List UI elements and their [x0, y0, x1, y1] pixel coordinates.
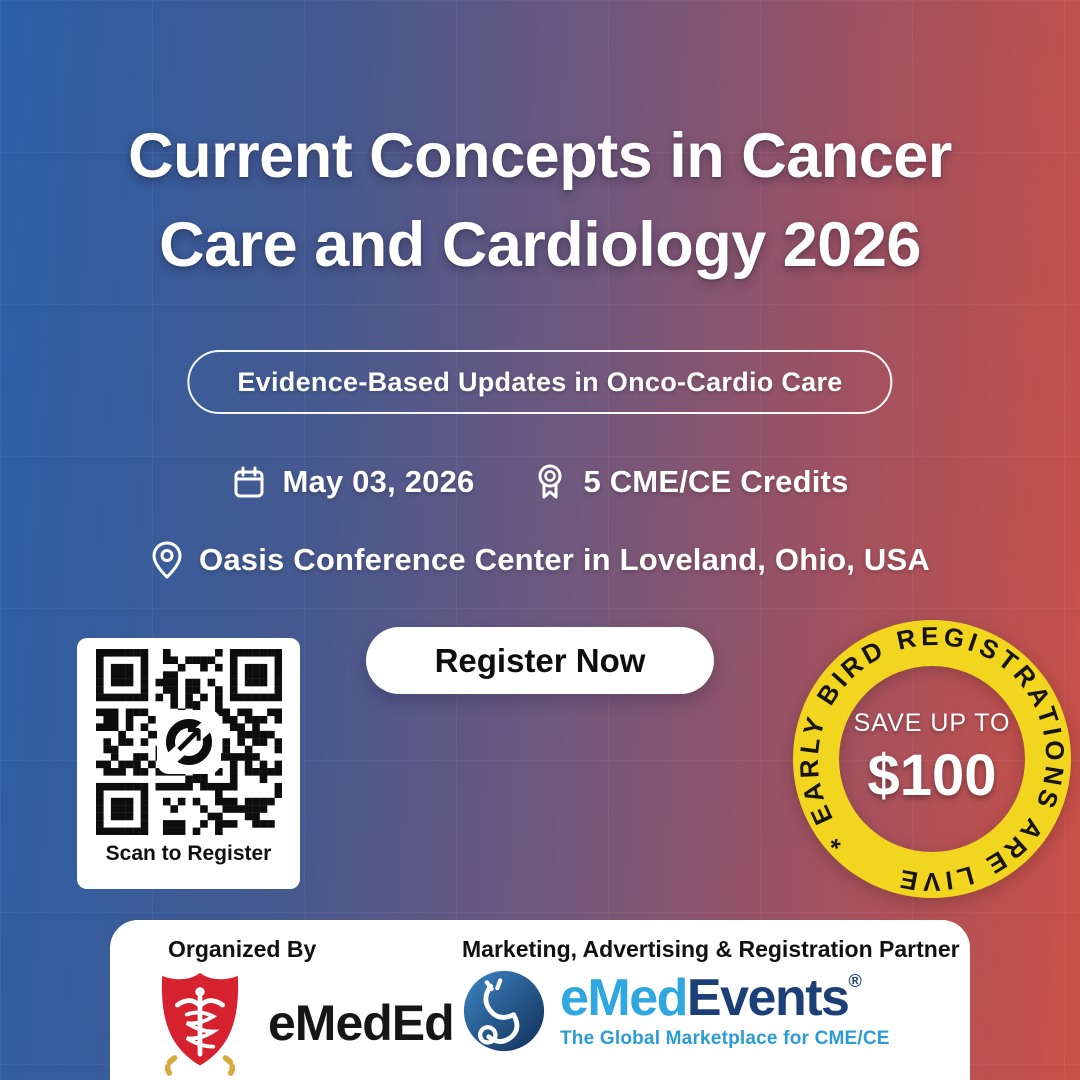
subtitle-text: Evidence-Based Updates in Onco-Cardio Ca… [237, 366, 843, 397]
partner-label: Marketing, Advertising & Registration Pa… [462, 936, 960, 962]
qr-code: ↗ [95, 649, 282, 836]
circular-arrow-icon: ↗ [156, 710, 221, 774]
event-date: May 03, 2026 [231, 464, 474, 500]
event-location-text: Oasis Conference Center in Loveland, Ohi… [199, 542, 930, 577]
map-pin-icon [152, 541, 182, 579]
qr-modules [95, 649, 282, 836]
partner-name: eMedEvents® [560, 972, 890, 1024]
qr-caption: Scan to Register [105, 842, 272, 865]
registered-mark: ® [848, 971, 862, 991]
event-title: Current Concepts in Cancer Care and Card… [0, 112, 1080, 291]
event-credits: 5 CME/CE Credits [532, 462, 848, 502]
organizer-name: eMedEd [268, 995, 455, 1051]
title-line-1: Current Concepts in Cancer [128, 121, 952, 191]
organizer-shield-logo [161, 972, 239, 1078]
qr-panel: ↗ Scan to Register [77, 638, 300, 889]
footer-card: Organized By eMedEd Marketing, Advertisi… [110, 920, 970, 1080]
subtitle-pill: Evidence-Based Updates in Onco-Cardio Ca… [187, 350, 893, 414]
event-credits-text: 5 CME/CE Credits [583, 464, 849, 499]
event-location: Oasis Conference Center in Loveland, Ohi… [0, 540, 1080, 580]
partner-tagline: The Global Marketplace for CME/CE [560, 1028, 890, 1049]
organized-by-label: Organized By [168, 936, 317, 962]
event-date-text: May 03, 2026 [282, 464, 475, 499]
calendar-icon [234, 466, 264, 498]
register-button[interactable]: Register Now [366, 627, 714, 694]
award-ribbon-icon [538, 464, 562, 499]
partner-globe-logo [463, 970, 545, 1052]
event-meta-row: May 03, 2026 5 CME/CE Credits [0, 462, 1080, 502]
badge-ring: * EARLY BIRD REGISTRATIONS ARE LIVE [793, 620, 1071, 898]
partner-name-light: eMed [560, 969, 688, 1027]
partner-name-dark: Events [686, 969, 850, 1027]
early-bird-badge: * EARLY BIRD REGISTRATIONS ARE LIVE SAVE… [786, 613, 1078, 905]
partner-section: Marketing, Advertising & Registration Pa… [462, 936, 960, 1053]
organizer-section: Organized By eMedEd [148, 936, 455, 1079]
title-line-2: Care and Cardiology 2026 [159, 210, 921, 281]
